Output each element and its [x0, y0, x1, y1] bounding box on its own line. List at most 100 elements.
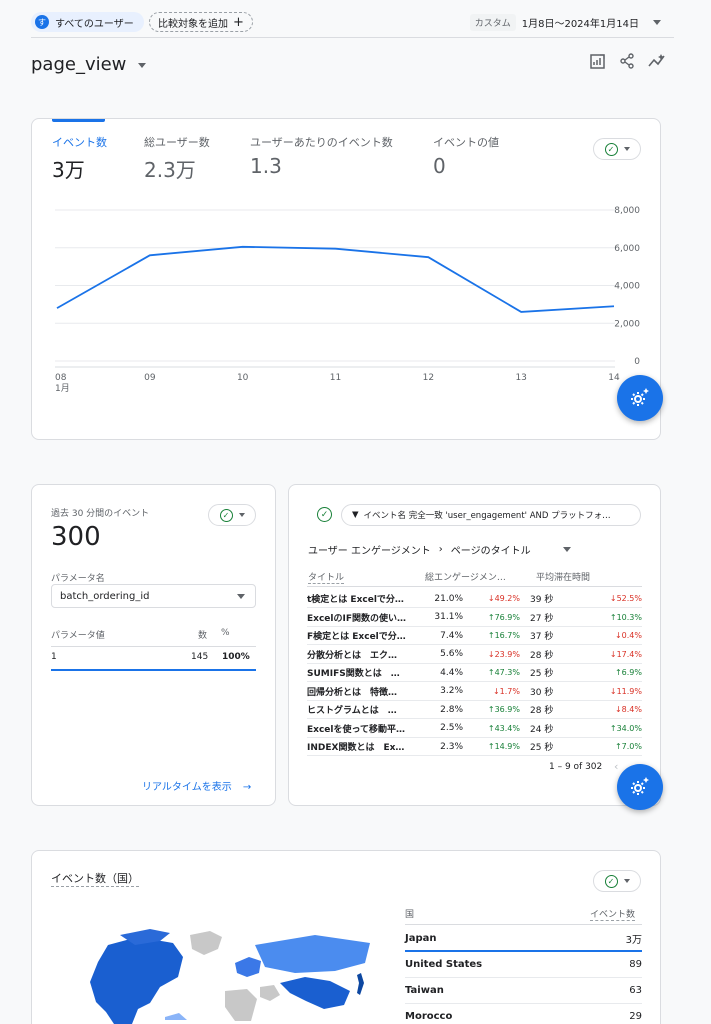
view-realtime-label: リアルタイムを表示 — [142, 782, 232, 793]
table-row[interactable]: United States 89 — [405, 952, 642, 978]
insights-fab[interactable] — [617, 375, 663, 421]
world-map — [90, 929, 370, 1024]
row-share-change: ↑16.7% — [487, 631, 520, 640]
share-icon[interactable] — [617, 51, 637, 71]
filter-icon: ▼ — [352, 510, 359, 520]
map-russia — [255, 935, 370, 973]
audience-chip[interactable]: す すべてのユーザー — [31, 12, 144, 32]
row-share: 3.2% — [440, 686, 463, 696]
col-total-engagement: 総エンゲージメン… — [425, 573, 506, 583]
compare-toggle-button[interactable]: ✓ — [208, 504, 256, 526]
add-comparison-button[interactable]: 比較対象を追加 + — [149, 12, 253, 32]
metric-tab-events-per-user[interactable]: ユーザーあたりのイベント数 1.3 — [250, 134, 393, 178]
metric-tab-events[interactable]: イベント数 3万 — [52, 134, 107, 183]
row-title: ヒストグラムとは … — [307, 706, 397, 716]
x-tick-label: 12 — [423, 373, 434, 383]
metric-tab-event-value[interactable]: イベントの値 0 — [433, 134, 499, 178]
insights-fab[interactable] — [617, 764, 663, 810]
customize-report-icon[interactable] — [587, 51, 607, 71]
param-name-select[interactable]: batch_ordering_id — [51, 584, 256, 608]
geo-title: イベント数（国） — [51, 872, 139, 887]
row-avg-time: 28 秒 — [530, 706, 554, 716]
map-japan — [357, 973, 364, 995]
compare-toggle-button[interactable]: ✓ — [593, 870, 641, 892]
row-time-change: ↓8.4% — [614, 705, 642, 714]
geo-col-count: イベント数 — [590, 907, 636, 921]
date-tag: カスタム — [469, 14, 516, 31]
table-row[interactable]: ヒストグラムとは … 2.8% ↑36.9% 28 秒 ↓8.4% — [307, 701, 642, 719]
row-time-change: ↑7.0% — [614, 742, 642, 751]
row-time-change: ↑10.3% — [609, 612, 642, 622]
col-avg-time: 平均滞在時間 — [536, 573, 591, 583]
row-share: 2.8% — [440, 704, 463, 715]
insights-icon[interactable] — [647, 51, 667, 71]
map-greenland — [190, 931, 222, 955]
metric-tab-total-users[interactable]: 総ユーザー数 2.3万 — [144, 134, 210, 183]
geo-count: 3万 — [625, 934, 642, 946]
table-row[interactable]: Excelを使って移動平… 2.5% ↑43.4% 24 秒 ↑34.0% — [307, 720, 642, 738]
insights-gear-icon — [631, 777, 649, 795]
param-value: 1 — [51, 652, 57, 662]
breadcrumb-level-1[interactable]: ユーザー エンゲージメント — [308, 546, 431, 557]
row-share: 2.5% — [440, 723, 463, 733]
table-row[interactable]: t検定とは Excelで分… 21.0% ↓49.2% 39 秒 ↓52.5% — [307, 590, 642, 608]
map-europe — [235, 957, 261, 977]
row-share: 4.4% — [440, 667, 463, 678]
x-tick-label: 10 — [237, 373, 249, 383]
chevron-down-icon[interactable] — [562, 547, 571, 552]
x-tick-label: 13 — [515, 373, 526, 383]
row-share-change: ↑47.3% — [487, 668, 520, 677]
engagement-table-divider — [307, 586, 642, 587]
table-row[interactable]: F検定とは Excelで分… 7.4% ↑16.7% 37 秒 ↓0.4% — [307, 627, 642, 645]
metric-label: 総ユーザー数 — [144, 136, 210, 149]
breadcrumb-level-2[interactable]: ページのタイトル — [450, 546, 531, 557]
compare-toggle-button[interactable]: ✓ — [593, 138, 641, 160]
geo-country: Japan — [405, 932, 437, 944]
realtime-label: 過去 30 分間のイベント — [51, 509, 150, 519]
chevron-down-icon — [653, 20, 661, 25]
filter-chip[interactable]: ▼ イベント名 完全一致 'user_engagement' AND プラットフ… — [341, 504, 641, 526]
metric-value: 2.3万 — [144, 158, 196, 182]
prev-page-icon[interactable]: ‹ — [614, 760, 619, 773]
row-time-change: ↓52.5% — [609, 594, 642, 603]
x-tick-sublabel: 1月 — [55, 383, 70, 394]
table-row[interactable]: 回帰分析とは 特徴… 3.2% ↓1.7% 30 秒 ↓11.9% — [307, 683, 642, 701]
x-tick-label: 09 — [144, 373, 156, 383]
realtime-table-divider — [51, 646, 256, 647]
row-title: ExcelのIF関数の使い… — [307, 613, 406, 624]
geo-table-divider — [405, 924, 642, 925]
audience-chip-label: すべてのユーザー — [55, 18, 134, 30]
row-title: 分散分析とは エク… — [307, 650, 398, 661]
table-row[interactable]: Morocco 29 — [405, 1004, 642, 1024]
table-row[interactable]: 分散分析とは エク… 5.6% ↓23.9% 28 秒 ↓17.4% — [307, 646, 642, 664]
geo-country: Morocco — [405, 1011, 453, 1022]
realtime-value: 300 — [51, 522, 101, 552]
param-name-label: パラメータ名 — [51, 574, 105, 584]
row-title: t検定とは Excelで分… — [307, 595, 404, 605]
check-circle-icon[interactable]: ✓ — [317, 507, 332, 522]
event-selector[interactable]: page_view — [31, 54, 147, 75]
table-row[interactable]: Japan 3万 — [405, 926, 642, 952]
row-share: 21.0% — [434, 593, 463, 604]
x-tick-label: 14 — [608, 373, 620, 383]
row-time-change: ↓17.4% — [609, 649, 642, 659]
toolbar-icons — [587, 51, 667, 71]
row-avg-time: 39 秒 — [530, 595, 554, 605]
view-realtime-link[interactable]: リアルタイムを表示 → — [142, 778, 251, 793]
date-range-picker[interactable]: カスタム 1月8日～2024年1月14日 — [469, 14, 661, 31]
geo-country: United States — [405, 959, 483, 970]
page-title: page_view — [31, 54, 127, 75]
table-row[interactable]: Taiwan 63 — [405, 978, 642, 1004]
count-header: 数 — [198, 631, 208, 641]
table-row[interactable]: ExcelのIF関数の使い… 31.1% ↑76.9% 27 秒 ↑10.3% — [307, 609, 642, 627]
row-time-change: ↓0.4% — [614, 631, 642, 640]
table-row[interactable]: SUMIFS関数とは … 4.4% ↑47.3% 25 秒 ↑6.9% — [307, 664, 642, 682]
row-title: F検定とは Excelで分… — [307, 632, 406, 642]
row-avg-time: 28 秒 — [530, 650, 554, 661]
table-row[interactable]: INDEX関数とは Ex… 2.3% ↑14.9% 25 秒 ↑7.0% — [307, 738, 642, 756]
metric-label: イベントの値 — [433, 136, 499, 149]
metric-value: 0 — [433, 154, 446, 178]
metric-value: 3万 — [52, 158, 85, 182]
active-metric-indicator — [52, 119, 105, 122]
row-title: SUMIFS関数とは … — [307, 669, 400, 679]
